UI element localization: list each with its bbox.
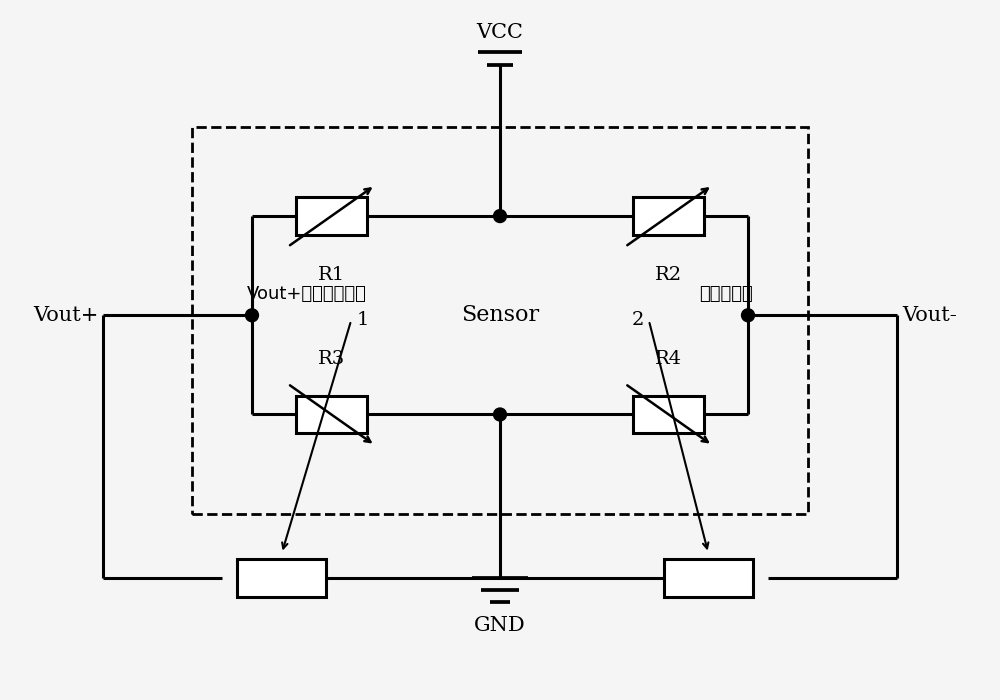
Text: Vout-: Vout-: [902, 306, 957, 325]
Text: GND: GND: [474, 616, 526, 635]
Circle shape: [246, 309, 258, 322]
Bar: [192, 127, 808, 514]
Bar: [664, 559, 753, 597]
Circle shape: [494, 408, 506, 421]
Bar: [633, 197, 704, 235]
Text: R3: R3: [318, 350, 345, 368]
Circle shape: [494, 209, 506, 223]
Bar: [296, 197, 367, 235]
Bar: [237, 559, 326, 597]
Bar: [633, 395, 704, 433]
Text: 1: 1: [356, 312, 369, 329]
Text: R4: R4: [655, 350, 682, 368]
Text: 2: 2: [631, 312, 644, 329]
Text: R2: R2: [655, 266, 682, 284]
Text: VCC: VCC: [477, 24, 523, 43]
Text: Sensor: Sensor: [461, 304, 539, 326]
Text: Vout+零点调试电阻: Vout+零点调试电阻: [247, 286, 367, 303]
Bar: [296, 395, 367, 433]
Text: R1: R1: [318, 266, 345, 284]
Text: Vout+: Vout+: [33, 306, 98, 325]
Circle shape: [742, 309, 754, 322]
Text: 正预调电阻: 正预调电阻: [699, 286, 753, 303]
